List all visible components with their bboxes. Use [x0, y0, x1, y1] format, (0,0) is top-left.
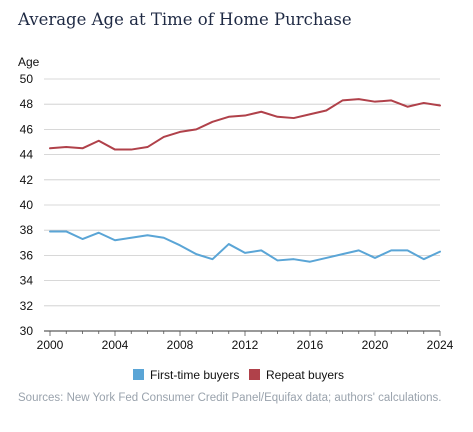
x-tick-label-2016: 2016	[297, 338, 324, 352]
series-line-repeat	[49, 98, 441, 151]
y-tick-label-38: 38	[20, 223, 34, 237]
gridlines	[44, 78, 440, 307]
y-tick-label-40: 40	[20, 198, 34, 212]
x-tick-label-2012: 2012	[232, 338, 259, 352]
y-tick-label-42: 42	[20, 173, 34, 187]
y-tick-label-30: 30	[20, 324, 34, 338]
legend-label-repeat: Repeat buyers	[266, 368, 344, 382]
chart-title: Average Age at Time of Home Purchase	[18, 10, 352, 29]
x-tick-label-2000: 2000	[37, 338, 64, 352]
x-tick-label-2020: 2020	[362, 338, 389, 352]
y-tick-label-48: 48	[20, 97, 34, 111]
series-line-first_time	[49, 230, 441, 263]
y-tick-label-44: 44	[20, 148, 34, 162]
series-lines	[49, 98, 441, 263]
x-tick-label-2008: 2008	[167, 338, 194, 352]
legend: First-time buyers Repeat buyers	[133, 368, 344, 382]
y-tick-label-36: 36	[20, 248, 34, 262]
y-axis-label: Age	[18, 55, 40, 69]
y-tick-label-50: 50	[20, 72, 34, 86]
x-tick-label-2004: 2004	[102, 338, 129, 352]
x-tick-label-2024: 2024	[427, 338, 454, 352]
source-note: Sources: New York Fed Consumer Credit Pa…	[18, 392, 442, 404]
y-tick-label-32: 32	[20, 299, 34, 313]
legend-swatch-repeat	[249, 369, 260, 380]
axes: 30 32 34 36 38 40 42 44 46 48 50 Age 2000 2004 2008 201…	[18, 55, 454, 352]
legend-label-first_time: First-time buyers	[150, 368, 239, 382]
legend-swatch-first_time	[133, 369, 144, 380]
y-tick-label-46: 46	[20, 122, 34, 136]
y-tick-label-34: 34	[20, 274, 34, 288]
